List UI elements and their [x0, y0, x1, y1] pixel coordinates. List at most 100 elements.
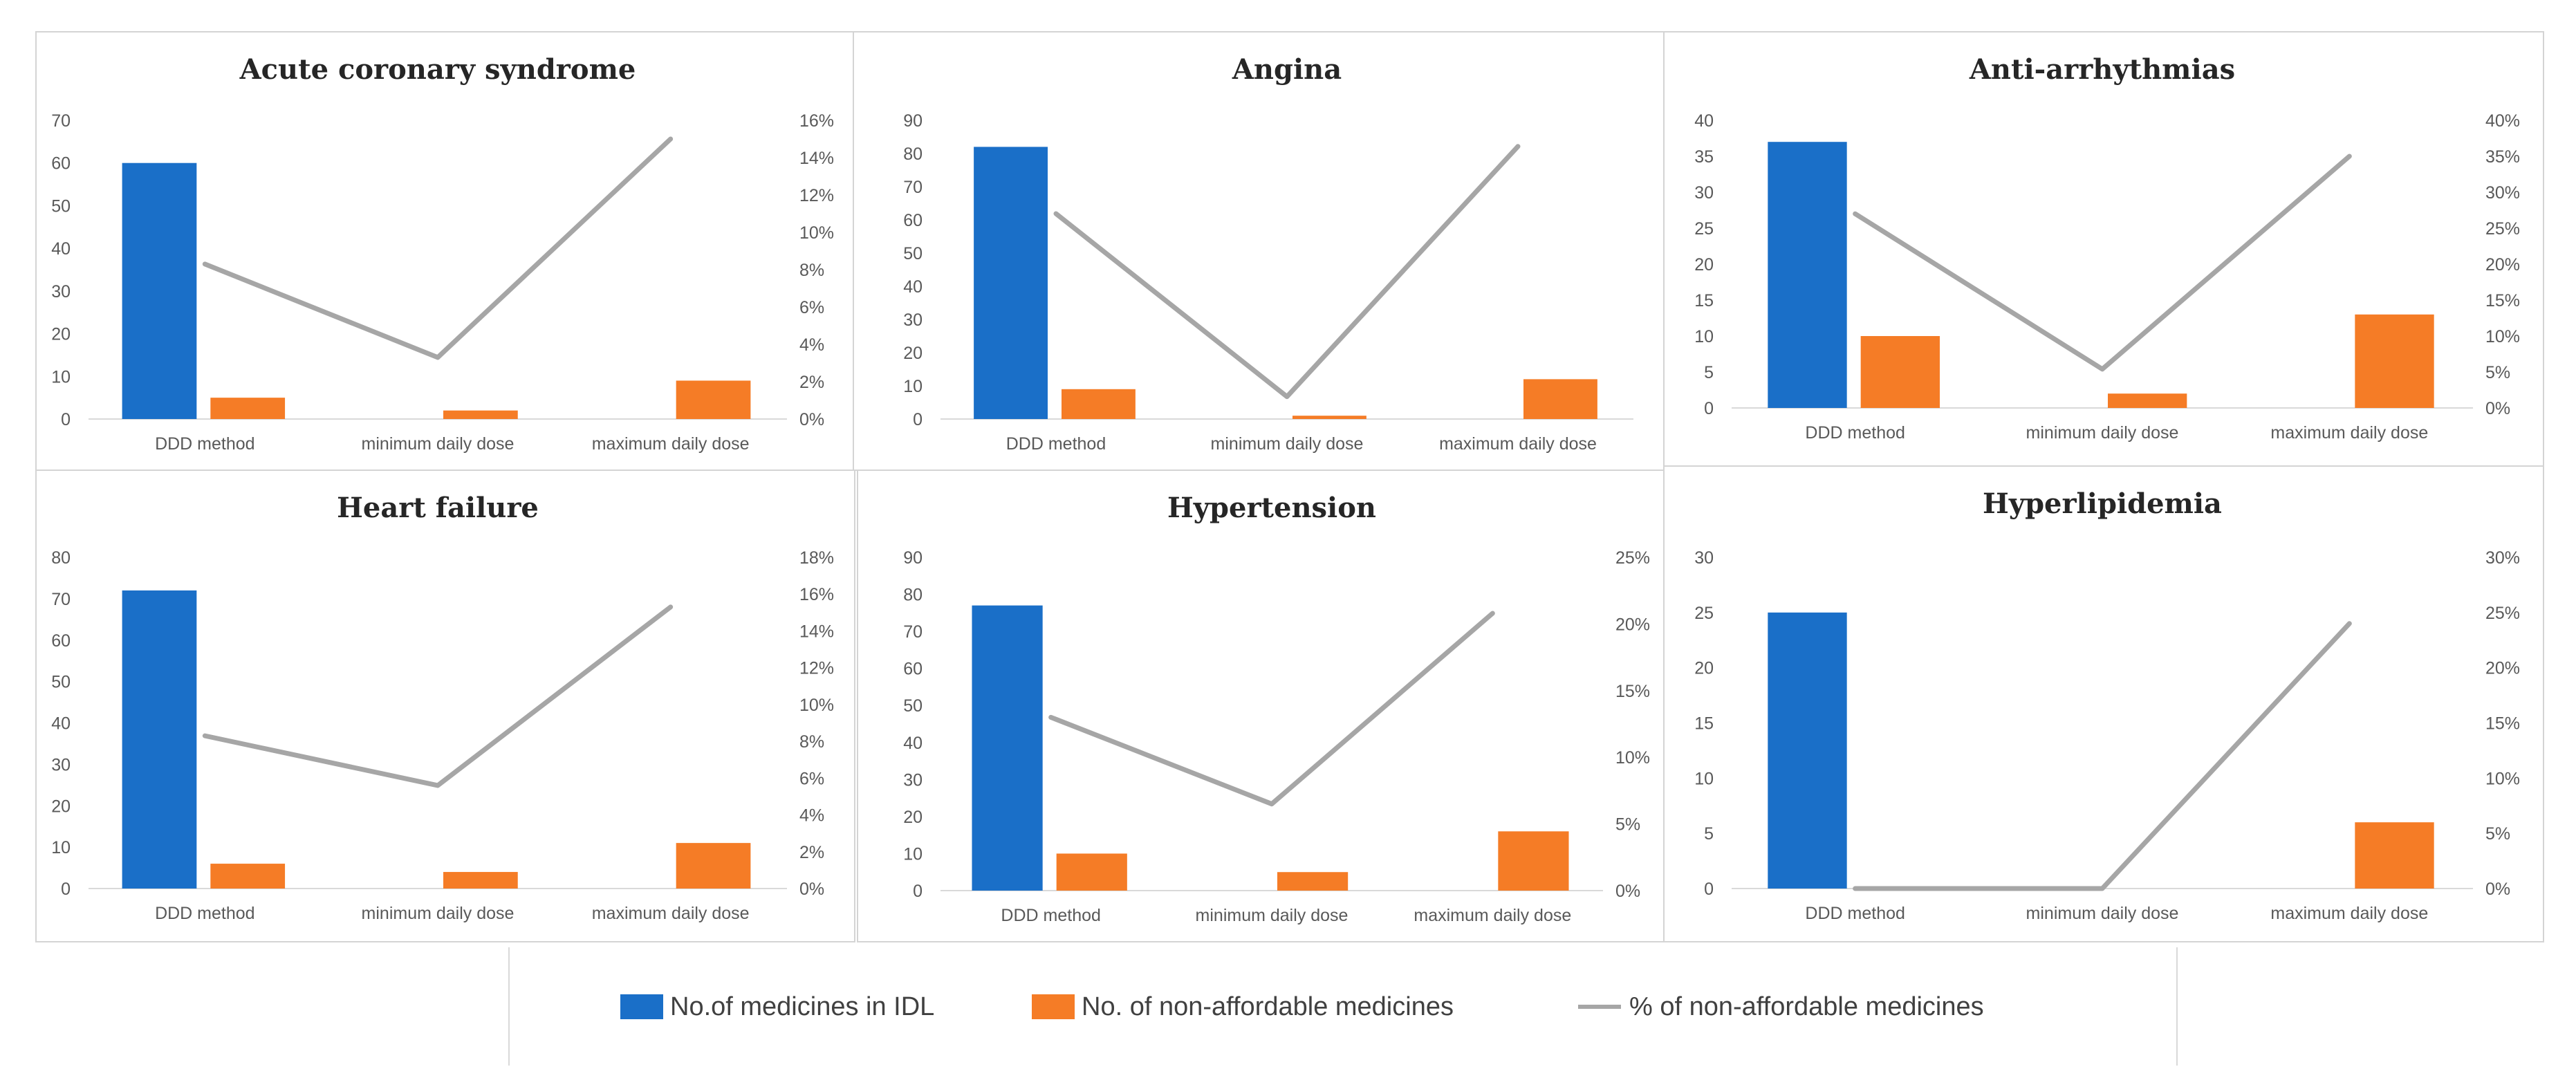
x-tick-label: minimum daily dose [362, 904, 515, 923]
bar-idl [122, 162, 197, 419]
y-left-tick-label: 60 [51, 631, 71, 651]
line-pct-nonaffordable [1853, 154, 2352, 372]
y-right-tick-label: 10% [2485, 327, 2520, 346]
y-left-tick-label: 90 [903, 111, 923, 131]
x-tick-label: maximum daily dose [2270, 904, 2428, 923]
y-left-tick-label: 15 [1694, 291, 1714, 310]
y-right-tick-label: 12% [799, 659, 834, 678]
x-tick-label: minimum daily dose [1211, 434, 1364, 454]
y-left-tick-label: 60 [903, 660, 923, 679]
x-tick-label: maximum daily dose [592, 904, 750, 923]
x-tick-label: DDD method [155, 904, 255, 923]
y-right-tick-label: 0% [2485, 880, 2510, 899]
y-right-tick-label: 15% [2485, 714, 2520, 734]
line-pct-nonaffordable [1053, 144, 1521, 400]
legend-label-pct: % of non-affordable medicines [1629, 992, 1984, 1021]
y-right-tick-label: 14% [799, 149, 834, 168]
bar-nonaffordable [1860, 336, 1940, 408]
x-tick-label: minimum daily dose [1196, 906, 1349, 925]
y-left-tick-label: 0 [913, 410, 923, 429]
bar-nonaffordable [210, 398, 286, 419]
y-right-tick-label: 2% [799, 843, 824, 862]
y-left-tick-label: 20 [51, 325, 71, 344]
y-left-tick-label: 60 [903, 211, 923, 230]
y-left-tick-label: 30 [51, 755, 71, 774]
y-left-tick-label: 10 [51, 367, 71, 387]
x-tick-label: minimum daily dose [2026, 904, 2179, 923]
y-right-tick-label: 30% [2485, 548, 2520, 568]
y-right-tick-label: 25% [2485, 604, 2520, 623]
y-right-tick-label: 10% [2485, 769, 2520, 788]
x-tick-label: DDD method [1001, 906, 1101, 925]
bar-idl [1768, 142, 1847, 408]
y-left-tick-label: 30 [51, 282, 71, 301]
y-left-tick-label: 60 [51, 154, 71, 174]
y-left-tick-label: 10 [1694, 327, 1714, 346]
y-left-tick-label: 10 [903, 377, 923, 396]
bar-nonaffordable [1277, 872, 1349, 891]
y-right-tick-label: 12% [799, 186, 834, 205]
y-right-tick-label: 0% [799, 410, 824, 429]
y-right-tick-label: 30% [2485, 183, 2520, 203]
bar-idl [974, 147, 1048, 419]
y-left-tick-label: 25 [1694, 604, 1714, 623]
x-tick-label: DDD method [1006, 434, 1106, 454]
y-right-tick-label: 16% [799, 585, 834, 604]
bar-nonaffordable [210, 864, 286, 889]
chart-acute-coronary-syndrome: Acute coronary syndrome 0 10 20 30 40 50 60 70 0%… [35, 31, 854, 471]
y-left-tick-label: 10 [1694, 769, 1714, 788]
y-left-tick-label: 40 [51, 239, 71, 259]
x-tick-label: minimum daily dose [2026, 423, 2179, 443]
chart-hyperlipidemia: Hyperlipidemia 0 5 10 15 20 25 30 0% 5% 10% 15% 20% 2… [1663, 465, 2544, 942]
chart-title: Angina [1232, 53, 1342, 86]
y-left-tick-label: 30 [1694, 548, 1714, 568]
chart-hypertension: Hypertension 0 10 20 30 40 50 60 70 80 90 0% 5% 10% 15… [857, 470, 1665, 942]
y-left-tick-label: 70 [51, 111, 71, 131]
y-left-tick-label: 20 [1694, 659, 1714, 678]
y-right-tick-label: 6% [799, 298, 824, 317]
y-right-tick-label: 15% [1615, 682, 1650, 701]
x-tick-label: minimum daily dose [362, 434, 515, 454]
y-left-tick-label: 10 [51, 838, 71, 857]
line-pct-nonaffordable [202, 136, 674, 360]
y-right-tick-label: 35% [2485, 147, 2520, 167]
line-pct-nonaffordable [1853, 621, 2352, 891]
y-right-tick-label: 20% [1615, 615, 1650, 634]
chart-angina: Angina 0 10 20 30 40 50 60 70 80 90 DDD method minim… [853, 31, 1665, 471]
bar-nonaffordable [2355, 822, 2434, 889]
y-left-tick-label: 30 [903, 770, 923, 790]
bar-nonaffordable [676, 843, 751, 889]
bar-nonaffordable [1056, 853, 1127, 891]
line-pct-nonaffordable [1048, 611, 1495, 807]
y-left-tick-label: 20 [51, 797, 71, 816]
legend-line-pct [1578, 1005, 1621, 1009]
y-left-tick-label: 5 [1704, 363, 1714, 382]
x-tick-label: maximum daily dose [2270, 423, 2428, 443]
y-left-tick-label: 0 [61, 410, 71, 429]
x-tick-label: maximum daily dose [1439, 434, 1597, 454]
y-right-tick-label: 16% [799, 111, 834, 131]
y-left-tick-label: 90 [903, 548, 923, 568]
y-left-tick-label: 70 [51, 590, 71, 609]
chart-title: Hyperlipidemia [1983, 487, 2222, 520]
y-right-tick-label: 8% [799, 261, 824, 280]
y-left-tick-label: 40 [903, 734, 923, 753]
y-right-tick-label: 25% [1615, 548, 1650, 568]
y-right-tick-label: 0% [1615, 882, 1640, 901]
line-pct-nonaffordable [202, 604, 674, 788]
y-right-tick-label: 10% [799, 696, 834, 715]
y-left-tick-label: 70 [903, 622, 923, 642]
chart-title: Hypertension [1167, 492, 1376, 524]
y-left-tick-label: 35 [1694, 147, 1714, 167]
bar-nonaffordable [443, 872, 518, 889]
y-right-tick-label: 25% [2485, 219, 2520, 239]
y-right-tick-label: 0% [2485, 399, 2510, 418]
y-left-tick-label: 50 [51, 673, 71, 692]
y-right-tick-label: 10% [1615, 748, 1650, 768]
legend-entry-idl: No.of medicines in IDL [620, 990, 934, 1023]
y-left-tick-label: 80 [903, 586, 923, 605]
y-right-tick-label: 20% [2485, 659, 2520, 678]
y-left-tick-label: 0 [1704, 399, 1714, 418]
